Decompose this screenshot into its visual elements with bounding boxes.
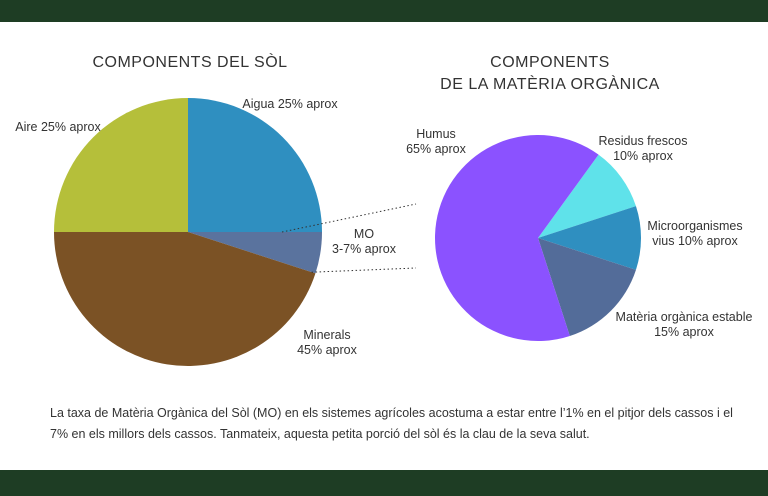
label-humus-line-0: Humus (416, 127, 456, 141)
label-minerals-line-1: 45% aprox (297, 343, 358, 357)
label-materia-estable-line-1: 15% aprox (654, 325, 715, 339)
label-microorganismes: Microorganismes vius 10% aprox (647, 219, 742, 248)
label-minerals: Minerals 45% aprox (297, 328, 358, 357)
label-microorganismes-line-1: vius 10% aprox (652, 234, 738, 248)
label-aigua: Aigua 25% aprox (242, 97, 338, 111)
label-residus-line-1: 10% aprox (613, 149, 674, 163)
bottom-band (0, 470, 768, 496)
pie-slice-0-1 (188, 232, 322, 274)
pie-slice-1-3 (435, 135, 599, 342)
connector-bottom (311, 267, 417, 273)
label-residus-line-0: Residus frescos (599, 134, 688, 148)
label-aire-line-0: Aire 25% aprox (15, 120, 101, 134)
label-mo: MO 3-7% aprox (332, 227, 397, 256)
label-mo-line-0: MO (354, 227, 374, 241)
pie-slice-0-3 (54, 98, 188, 232)
chart-title-organic-matter: COMPONENTS DE LA MATÈRIA ORGÀNICA (400, 52, 700, 96)
pie-slice-1-2 (538, 238, 636, 336)
label-aire: Aire 25% aprox (15, 120, 101, 134)
label-mo-line-1: 3-7% aprox (332, 242, 397, 256)
label-microorganismes-line-0: Microorganismes (647, 219, 742, 233)
connector-top (281, 203, 417, 233)
pie-slice-1-0 (538, 154, 636, 238)
label-humus: Humus 65% aprox (406, 127, 467, 156)
pie-slice-0-2 (54, 232, 316, 366)
pie-slice-0-0 (188, 98, 322, 232)
chart-title-soil: COMPONENTS DEL SÒL (92, 54, 288, 71)
label-aigua-line-0: Aigua 25% aprox (242, 97, 338, 111)
top-band (0, 0, 768, 22)
caption-text: La taxa de Matèria Orgànica del Sòl (MO)… (50, 406, 733, 441)
label-materia-estable: Matèria orgànica estable 15% aprox (616, 310, 753, 339)
label-minerals-line-0: Minerals (303, 328, 350, 342)
pie-slice-1-1 (538, 206, 642, 270)
label-materia-estable-line-0: Matèria orgànica estable (616, 310, 753, 324)
label-humus-line-1: 65% aprox (406, 142, 467, 156)
chart-title-line-0: COMPONENTS (490, 54, 610, 71)
chart-title-line-1: DE LA MATÈRIA ORGÀNICA (440, 76, 660, 93)
label-residus: Residus frescos 10% aprox (599, 134, 688, 163)
